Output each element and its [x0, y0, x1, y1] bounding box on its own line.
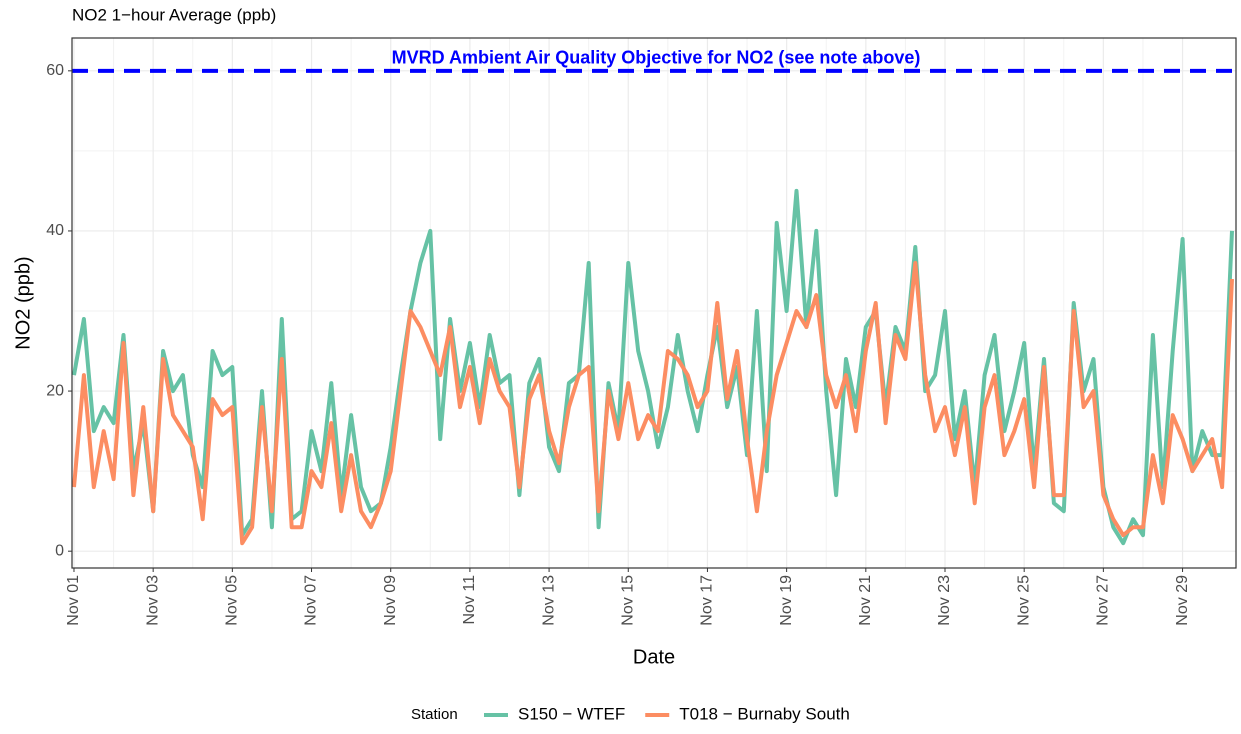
x-tick-label: Nov 17	[699, 575, 716, 626]
series-line	[72, 188, 1234, 546]
x-tick-label: Nov 21	[857, 575, 874, 626]
reference-label: MVRD Ambient Air Quality Objective for N…	[392, 48, 921, 68]
x-tick-label: Nov 07	[303, 575, 320, 626]
chart-title: NO2 1−hour Average (ppb)	[72, 5, 276, 24]
x-tick-label: Nov 09	[382, 575, 399, 626]
legend-label: T018 − Burnaby South	[679, 704, 850, 723]
x-tick-label: Nov 19	[778, 575, 795, 626]
x-axis-label: Date	[633, 646, 675, 668]
legend-title: Station	[411, 706, 458, 723]
y-axis-label: NO2 (ppb)	[12, 256, 34, 349]
x-tick-label: Nov 05	[224, 575, 241, 626]
y-tick-label: 60	[46, 62, 64, 79]
y-tick-label: 20	[46, 382, 64, 399]
x-tick-label: Nov 29	[1174, 575, 1191, 626]
x-tick-label: Nov 13	[540, 575, 557, 626]
series-line	[72, 261, 1234, 546]
x-tick-label: Nov 23	[936, 575, 953, 626]
x-tick-label: Nov 15	[619, 575, 636, 626]
y-tick-label: 40	[46, 222, 64, 239]
x-tick-label: Nov 03	[144, 575, 161, 626]
x-tick-label: Nov 01	[65, 575, 82, 626]
x-tick-label: Nov 27	[1095, 575, 1112, 626]
legend-label: S150 − WTEF	[518, 704, 625, 723]
y-tick-label: 0	[55, 542, 64, 559]
plot-border	[71, 37, 1237, 569]
x-tick-label: Nov 25	[1015, 575, 1032, 626]
x-tick-label: Nov 11	[461, 575, 478, 625]
